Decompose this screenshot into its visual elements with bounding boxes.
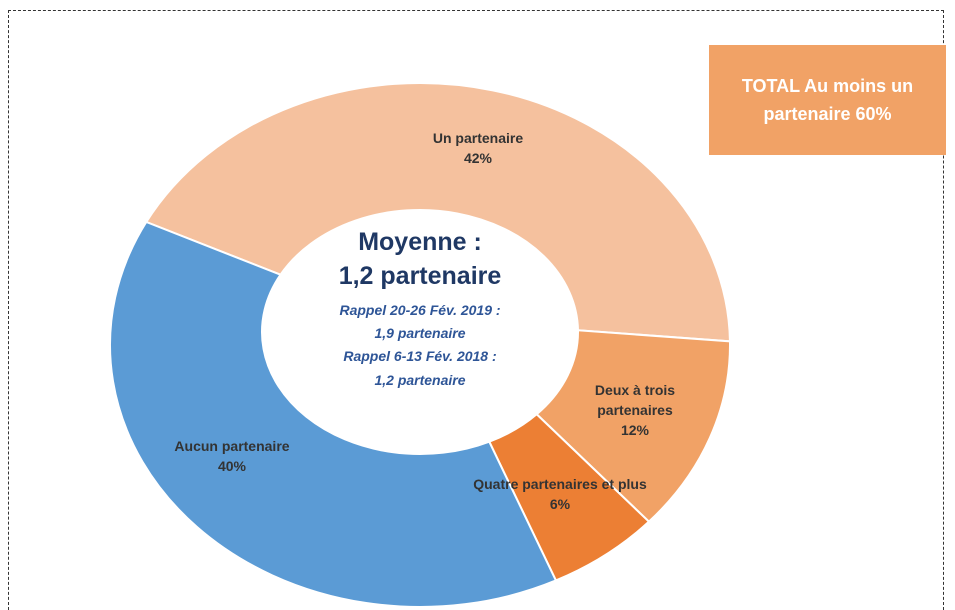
value-label: 6% [549, 496, 571, 512]
center-text: Rappel 6-13 Fév. 2018 : [343, 348, 497, 364]
slice-label: Aucun partenaire [174, 438, 290, 454]
total-box: TOTAL Au moins un partenaire 60% [709, 45, 946, 155]
slice [144, 81, 731, 343]
value-label: 40% [217, 458, 247, 474]
center-text: Moyenne : [358, 228, 482, 256]
center-text: Rappel 20-26 Fév. 2019 : [339, 302, 501, 318]
center-text: 1,2 partenaire [374, 372, 466, 388]
center-text: 1,9 partenaire [374, 325, 466, 341]
frame [8, 10, 944, 610]
value-label: 12% [620, 422, 650, 438]
slice [109, 220, 558, 608]
center-text: 1,2 partenaire [338, 262, 502, 290]
slice-label: Un partenaire [432, 130, 524, 146]
slice-label: Quatre partenaires et plus [473, 476, 647, 492]
value-label: 42% [463, 150, 493, 166]
slice-label: Deux à trois partenaires [594, 382, 676, 418]
